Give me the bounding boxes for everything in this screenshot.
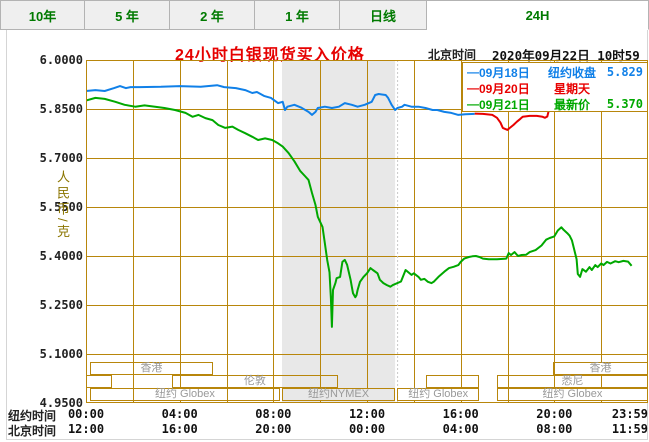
y-tick: 5.2500 [39,298,83,312]
session-box-香港: 香港 [552,362,648,375]
session-label: 香港 [137,363,166,374]
legend-label: 纽约收盘 [547,65,596,80]
session-box-悉尼: 悉尼 [496,375,648,388]
session-label: 纽约 Globex [151,389,218,400]
tab-1-year[interactable]: 1 年 [255,0,340,30]
plot-border [86,60,648,403]
line-sep21-green [85,96,633,328]
y-tick: 5.7000 [39,151,83,165]
x-tick: 08:00 [255,407,292,421]
legend-box: —09月18日 纽约收盘 5.829—09月20日 星期天 —09月21日 最新价 5.37… [462,62,648,112]
y-tick: 5.1000 [39,347,83,361]
session-label: 伦敦 [240,376,269,387]
x-axis-beijing-row: 北京时间 12:00 16:00 20:00 00:00 04:00 08:00 11:59 [0,422,649,438]
y-tick: 4.9500 [39,396,83,410]
session-box [425,375,480,388]
legend-value: 5.370 [606,97,643,111]
legend-line-sample-icon: — [467,81,479,95]
legend-date: 09月21日 [479,97,530,112]
session-label: 香港 [586,363,615,374]
legend-label: 星期天 [553,81,590,96]
y-tick: 5.5500 [39,200,83,214]
x-tick: 11:59 [611,422,648,436]
legend-label: 最新价 [553,97,590,112]
x-axis-ny-row: 纽约时间 00:00 04:00 08:00 12:00 16:00 20:00 23:59 [0,407,649,423]
x-tick: 20:00 [255,422,292,436]
tab-2-year[interactable]: 2 年 [170,0,255,30]
tab-5-year[interactable]: 5 年 [85,0,170,30]
x-tick: 00:00 [67,407,105,421]
legend-date: 09月20日 [479,81,530,96]
legend-line-sample-icon: — [467,65,479,79]
session-box-纽约NYMEX: 纽约NYMEX [281,388,396,401]
y-axis-unit: 人民币/克 [55,170,70,241]
tab-24h[interactable]: 24H [427,0,649,30]
session-box-纽约 Globex: 纽约 Globex [396,388,480,401]
session-label: 悉尼 [558,376,587,387]
session-box-纽约 Globex: 纽约 Globex [496,388,648,401]
session-label: 纽约 Globex [539,389,606,400]
legend-date: 09月18日 [479,65,530,80]
x-axis-row-label: 北京时间 [8,424,57,438]
legend-line-sample-icon: — [467,97,479,111]
x-tick: 04:00 [442,422,479,436]
x-tick: 04:00 [161,407,198,421]
x-tick: 08:00 [536,422,573,436]
session-box-香港: 香港 [89,362,213,375]
y-tick: 5.4000 [39,249,83,263]
nymex-session-band [281,60,396,403]
beijing-time-label: 北京时间 [428,48,477,62]
session-box [86,375,112,388]
legend-row: —09月21日 最新价 5.370 [467,96,643,112]
line-sep18-blue [85,84,475,116]
x-axis-row-label: 纽约时间 [8,409,57,423]
session-label: 纽约 Globex [405,389,472,400]
x-tick: 12:00 [67,422,105,436]
session-label: 纽约NYMEX [304,389,373,400]
y-tick: 5.8500 [39,102,83,116]
y-tick: 6.0000 [39,53,83,67]
tab-daily[interactable]: 日线 [340,0,427,30]
x-tick: 20:00 [536,407,573,421]
page-title: 24小时白银现货买入价格 [175,47,365,64]
x-tick: 12:00 [348,407,386,421]
x-tick: 23:59 [611,407,648,421]
session-box-伦敦: 伦敦 [171,375,338,388]
tab-10-year[interactable]: 10年 [0,0,85,30]
legend-value: 5.829 [606,65,643,79]
legend-row: —09月20日 星期天 [467,80,643,96]
x-tick: 16:00 [442,407,479,421]
legend-row: —09月18日 纽约收盘 5.829 [467,64,643,80]
session-box-纽约 Globex: 纽约 Globex [89,388,280,401]
x-tick: 16:00 [161,422,198,436]
x-tick: 00:00 [348,422,386,436]
